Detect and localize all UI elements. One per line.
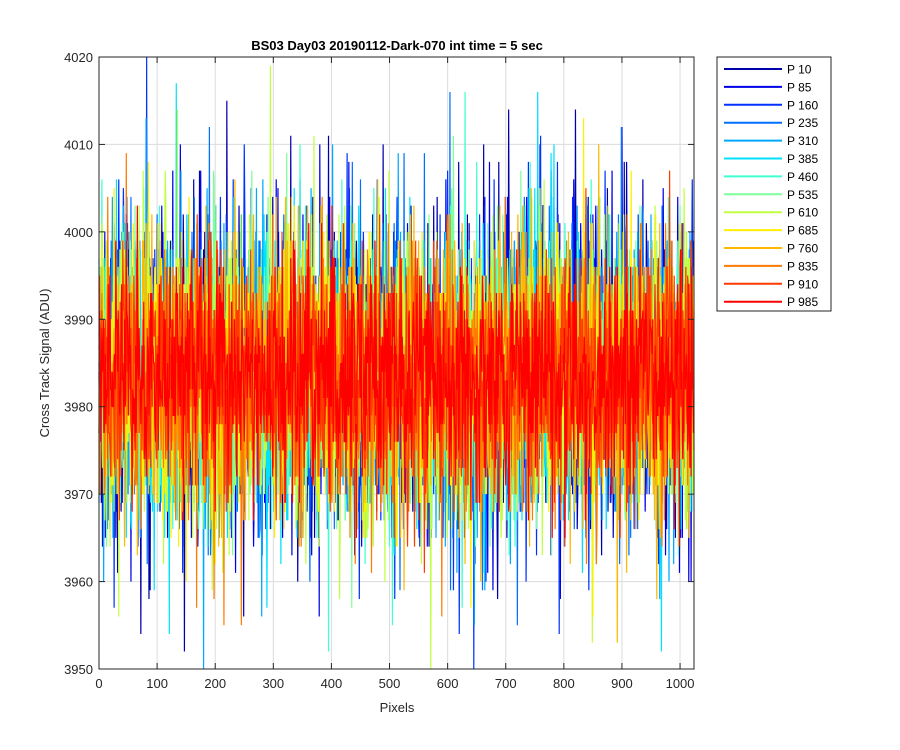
axis-ticks	[98, 56, 694, 670]
legend-label: P 460	[787, 170, 818, 184]
series-line	[98, 205, 695, 547]
y-tick-label: 3960	[64, 575, 93, 590]
legend-label: P 685	[787, 224, 818, 238]
legend-label: P 310	[787, 134, 818, 148]
y-axis-label: Cross Track Signal (ADU)	[37, 289, 52, 438]
y-tick-label: 4010	[64, 137, 93, 152]
x-tick-label: 300	[262, 676, 284, 691]
legend-label: P 85	[787, 80, 812, 94]
x-tick-label: 100	[146, 676, 168, 691]
x-tick-label: 400	[321, 676, 343, 691]
legend-label: P 535	[787, 188, 818, 202]
tick-labels: 0 100 200 300 400 500 600 700 800 900 1000 3950 3960…	[64, 50, 694, 691]
legend-label: P 760	[787, 242, 818, 256]
chart-title: BS03 Day03 20190112-Dark-070 int time = …	[251, 38, 543, 53]
x-tick-label: 200	[204, 676, 226, 691]
legend-label: P 10	[787, 63, 812, 77]
series-lines	[98, 56, 695, 670]
y-tick-label: 4020	[64, 50, 93, 65]
y-tick-label: 3970	[64, 487, 93, 502]
y-tick-label: 4000	[64, 225, 93, 240]
legend-label: P 985	[787, 295, 818, 309]
legend-label: P 910	[787, 277, 818, 291]
x-tick-label: 800	[553, 676, 575, 691]
y-tick-label: 3950	[64, 662, 93, 677]
legend-label: P 835	[787, 259, 818, 273]
legend-label: P 160	[787, 98, 818, 112]
y-tick-label: 3980	[64, 400, 93, 415]
y-tick-label: 3990	[64, 312, 93, 327]
series-line	[98, 170, 695, 573]
legend-label: P 235	[787, 116, 818, 130]
x-tick-label: 900	[611, 676, 633, 691]
legend-label: P 610	[787, 206, 818, 220]
x-tick-label: 1000	[666, 676, 695, 691]
axes-box	[98, 56, 695, 670]
x-tick-label: 600	[437, 676, 459, 691]
x-tick-label: 500	[379, 676, 401, 691]
x-tick-label: 700	[495, 676, 517, 691]
legend: P 10 P 85 P 160 P 235 P 310 P 385 P 460 P 535 P …	[716, 56, 832, 312]
x-tick-label: 0	[95, 676, 102, 691]
x-axis-label: Pixels	[380, 700, 415, 715]
legend-box	[716, 56, 832, 312]
legend-label: P 385	[787, 152, 818, 166]
